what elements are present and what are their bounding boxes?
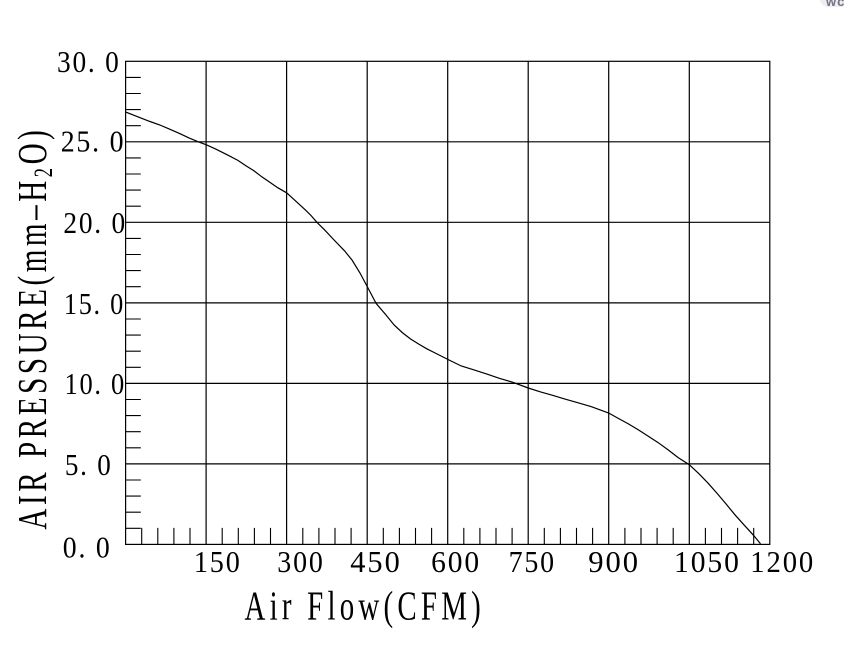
svg-text:AIR PRESSURE(mm–H2O): AIR PRESSURE(mm–H2O) — [9, 127, 58, 530]
svg-text:15. 0: 15. 0 — [64, 286, 125, 321]
svg-text:300: 300 — [277, 544, 324, 579]
svg-text:Air Flow(CFM): Air Flow(CFM) — [245, 582, 486, 628]
svg-text:0. 0: 0. 0 — [63, 530, 112, 565]
svg-text:10. 0: 10. 0 — [65, 366, 127, 401]
svg-text:25. 0: 25. 0 — [61, 123, 126, 158]
svg-text:1050: 1050 — [674, 544, 741, 579]
svg-text:600: 600 — [431, 544, 481, 579]
svg-text:900: 900 — [588, 544, 640, 579]
svg-text:1200: 1200 — [750, 544, 815, 579]
svg-text:750: 750 — [509, 544, 556, 579]
svg-text:450: 450 — [350, 544, 401, 579]
svg-text:5. 0: 5. 0 — [65, 447, 113, 482]
svg-text:150: 150 — [194, 544, 242, 579]
svg-text:20. 0: 20. 0 — [63, 205, 127, 240]
svg-text:30. 0: 30. 0 — [57, 44, 121, 79]
